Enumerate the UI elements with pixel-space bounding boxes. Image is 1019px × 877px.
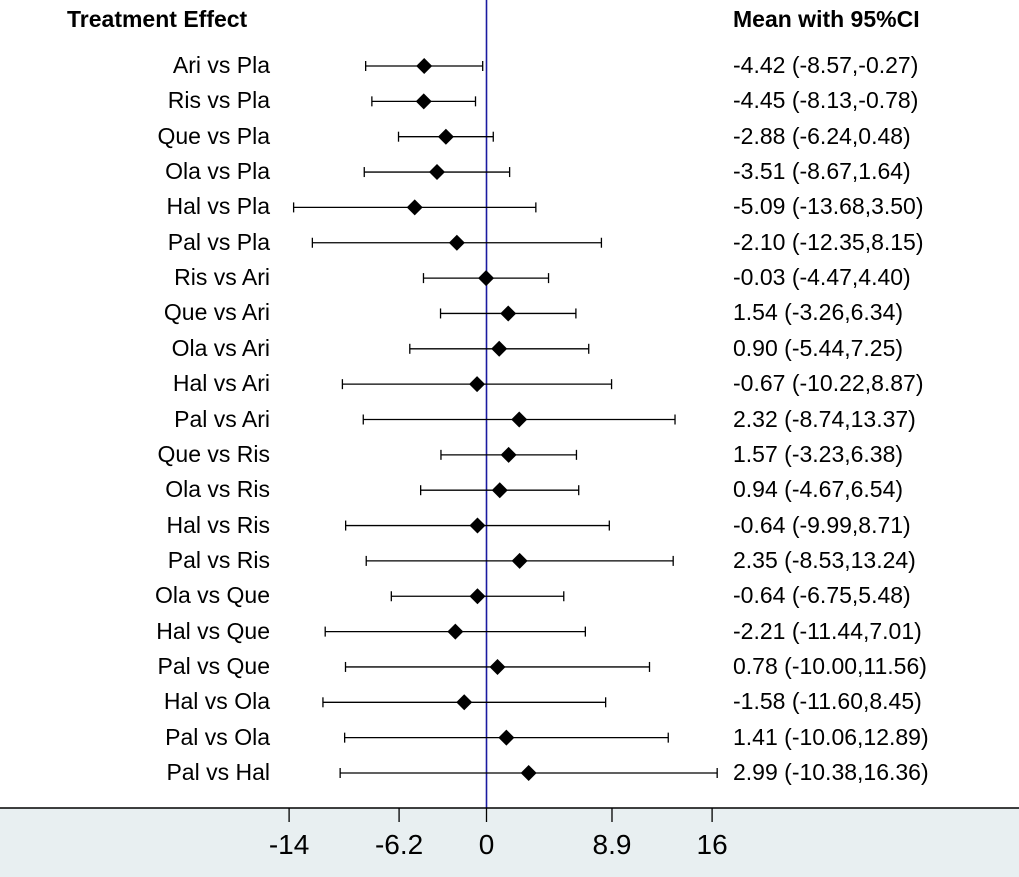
row-label: Ola vs Ris: [165, 476, 270, 503]
mean-marker: [511, 552, 528, 569]
row-label: Ola vs Pla: [165, 158, 270, 185]
ci-text: -1.58 (-11.60,8.45): [733, 688, 922, 715]
ci-text: 0.78 (-10.00,11.56): [733, 652, 927, 679]
ci-text: -4.42 (-8.57,-0.27): [733, 52, 919, 78]
x-tick-label: 16: [696, 829, 728, 860]
ci-text: -3.51 (-8.67,1.64): [733, 158, 911, 185]
row-label: Pal vs Que: [157, 652, 271, 679]
row-label: Pal vs Pla: [167, 228, 270, 255]
mean-marker: [415, 93, 432, 110]
row-label: Pal vs Ari: [174, 405, 270, 432]
ci-text: -0.64 (-6.75,5.48): [733, 582, 911, 609]
mean-marker: [469, 588, 486, 605]
x-tick-label: 0: [478, 829, 495, 860]
row-label: Hal vs Ris: [166, 511, 270, 538]
ci-text: -0.64 (-9.99,8.71): [733, 511, 911, 538]
ci-text: -0.03 (-4.47,4.40): [733, 264, 911, 291]
ci-text: 2.99 (-10.38,16.36): [733, 759, 929, 785]
mean-marker: [406, 199, 423, 216]
row-label: Hal vs Ari: [172, 370, 270, 397]
row-label: Pal vs Hal: [166, 759, 270, 785]
row-label: Ris vs Pla: [167, 87, 270, 114]
ci-text: -4.45 (-8.13,-0.78): [733, 87, 919, 114]
x-axis-band: [0, 808, 1019, 877]
row-label: Hal vs Pla: [166, 193, 270, 220]
row-label: Que vs Pla: [157, 122, 271, 149]
mean-marker: [456, 694, 473, 711]
mean-marker: [416, 58, 433, 74]
ci-text: -2.21 (-11.44,7.01): [733, 617, 922, 644]
row-label: Que vs Ari: [163, 299, 270, 326]
mean-marker: [437, 128, 454, 145]
mean-marker: [511, 411, 528, 428]
ci-text: 1.54 (-3.26,6.34): [733, 299, 904, 326]
ci-text: -2.88 (-6.24,0.48): [733, 122, 911, 149]
mean-marker: [469, 376, 486, 393]
row-label: Pal vs Ris: [167, 546, 270, 573]
x-tick-label: -14: [268, 829, 310, 860]
mean-marker: [447, 623, 464, 640]
row-label: Ari vs Pla: [172, 52, 270, 78]
ci-text: 2.35 (-8.53,13.24): [733, 546, 916, 573]
row-label: Ola vs Que: [154, 582, 270, 609]
row-label: Hal vs Ola: [163, 688, 270, 715]
row-label: Pal vs Ola: [165, 723, 270, 750]
mean-marker: [469, 517, 486, 534]
header-mean-ci: Mean with 95%CI: [733, 6, 920, 32]
x-tick-label: 8.9: [592, 829, 632, 860]
row-label: Ris vs Ari: [174, 264, 270, 291]
x-tick-label: -6.2: [374, 829, 424, 860]
mean-marker: [520, 765, 537, 781]
row-label: Hal vs Que: [156, 617, 270, 644]
mean-marker: [498, 729, 515, 746]
ci-text: 2.32 (-8.74,13.37): [733, 405, 916, 432]
mean-marker: [448, 234, 465, 251]
mean-marker: [478, 270, 495, 287]
header-treatment-effect: Treatment Effect: [67, 6, 248, 32]
mean-marker: [489, 658, 506, 675]
ci-text: 0.94 (-4.67,6.54): [733, 476, 904, 503]
ci-text: 1.41 (-10.06,12.89): [733, 723, 929, 750]
mean-marker: [429, 164, 446, 181]
ci-text: 0.90 (-5.44,7.25): [733, 334, 904, 361]
row-label: Que vs Ris: [157, 440, 270, 467]
mean-marker: [500, 446, 517, 463]
ci-text: -5.09 (-13.68,3.50): [733, 193, 924, 220]
ci-text: 1.57 (-3.23,6.38): [733, 440, 904, 467]
mean-marker: [491, 482, 508, 499]
mean-marker: [491, 340, 508, 357]
plot-area: [0, 0, 1019, 808]
ci-text: -2.10 (-12.35,8.15): [733, 228, 924, 255]
ci-text: -0.67 (-10.22,8.87): [733, 370, 924, 397]
row-label: Ola vs Ari: [171, 334, 270, 361]
mean-marker: [500, 305, 517, 322]
